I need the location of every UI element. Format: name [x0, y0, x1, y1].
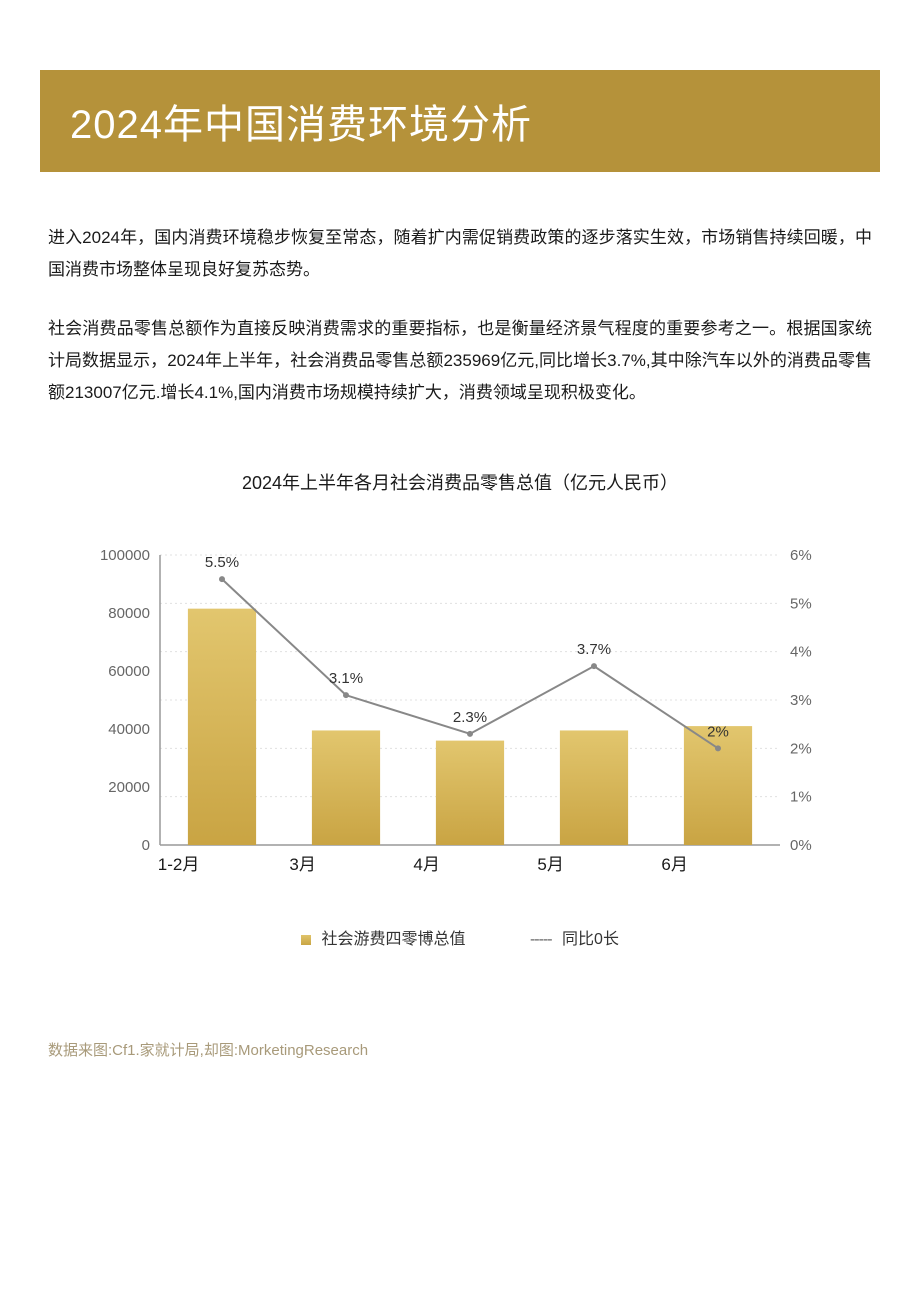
y-left-tick-label: 40000 — [108, 721, 150, 738]
y-left-tick-label: 60000 — [108, 663, 150, 680]
y-right-tick-label: 4% — [790, 644, 812, 661]
legend-bar-label: 社会游费四零博总值 — [321, 931, 465, 948]
line-value-label: 2.3% — [453, 709, 487, 726]
y-left-tick-label: 20000 — [108, 779, 150, 796]
legend-line-dash: ----- — [530, 931, 552, 948]
x-tick-label: 1-2月 — [158, 855, 200, 874]
chart-canvas: 0 20000 40000 60000 80000 100000 0% 1% 2% 3% 4% 5% 6… — [80, 535, 840, 895]
y-left-tick-label: 80000 — [108, 605, 150, 622]
line-value-label: 3.1% — [329, 671, 363, 688]
bar — [436, 741, 504, 845]
line-value-label: 5.5% — [205, 555, 239, 572]
chart-title: 2024年上半年各月社会消费品零售总值（亿元人民币） — [58, 469, 862, 495]
y-right-tick-label: 5% — [790, 596, 812, 613]
y-right-tick-label: 1% — [790, 789, 812, 806]
chart-svg: 0 20000 40000 60000 80000 100000 0% 1% 2% 3% 4% 5% 6… — [80, 535, 840, 895]
y-right-tick-label: 6% — [790, 547, 812, 564]
line-point — [591, 664, 597, 670]
x-tick-label: 4月 — [413, 855, 439, 874]
line-point — [219, 577, 225, 583]
bar — [312, 731, 380, 846]
y-right-tick-label: 2% — [790, 741, 812, 758]
line-value-label: 2% — [707, 724, 729, 741]
bar — [560, 731, 628, 846]
intro-paragraph-2: 社会消费品零售总额作为直接反映消费需求的重要指标，也是衡量经济景气程度的重要参考… — [48, 313, 872, 410]
y-right-tick-label: 3% — [790, 692, 812, 709]
bar — [684, 727, 752, 846]
page-title: 2024年中国消费环境分析 — [70, 103, 532, 147]
source-note: 数据来图:Cf1.家就计局,却图:MorketingResearch — [0, 1039, 920, 1060]
x-tick-label: 3月 — [289, 855, 315, 874]
page-title-banner: 2024年中国消费环境分析 — [40, 70, 880, 172]
line-point — [715, 746, 721, 752]
x-tick-label: 6月 — [661, 855, 687, 874]
legend-line: ----- 同比0长 — [530, 925, 619, 949]
y-right-tick-label: 0% — [790, 837, 812, 854]
legend-bar-swatch — [301, 935, 311, 945]
intro-paragraph-1: 进入2024年，国内消费环境稳步恢复至常态，随着扩内需促销费政策的逐步落实生效，… — [48, 222, 872, 287]
content-body: 进入2024年，国内消费环境稳步恢复至常态，随着扩内需促销费政策的逐步落实生效，… — [0, 172, 920, 949]
y-left-tick-label: 0 — [142, 837, 150, 854]
legend-line-label: 同比0长 — [562, 931, 619, 948]
line-point — [343, 693, 349, 699]
chart-section: 2024年上半年各月社会消费品零售总值（亿元人民币） 0 20000 40000 60… — [48, 469, 872, 949]
legend-bar: 社会游费四零博总值 — [301, 925, 465, 949]
line-point — [467, 731, 473, 737]
y-left-tick-label: 100000 — [100, 547, 150, 564]
x-tick-label: 5月 — [537, 855, 563, 874]
chart-legend: 社会游费四零博总值 ----- 同比0长 — [58, 925, 862, 949]
line-value-label: 3.7% — [577, 642, 611, 659]
bar — [188, 609, 256, 845]
